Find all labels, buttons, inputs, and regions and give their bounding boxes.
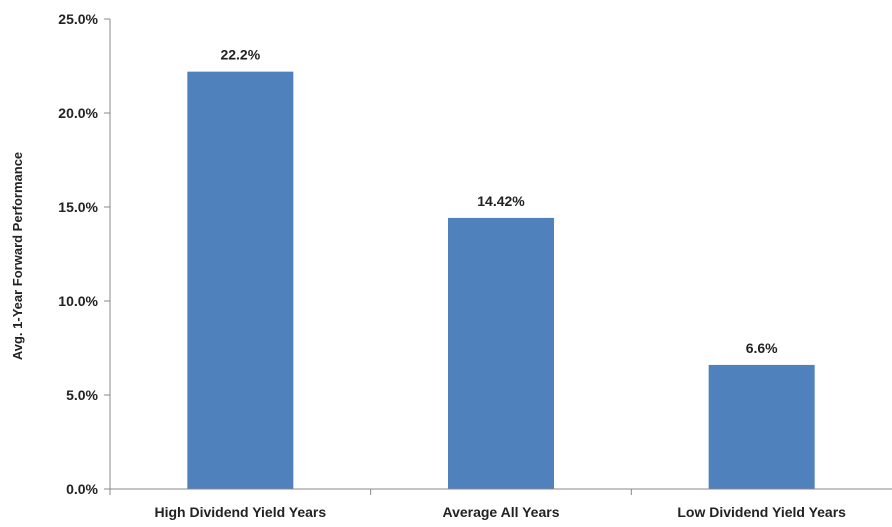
y-axis-ticks: 0.0% 5.0% 10.0% 15.0% 20.0% 25.0% xyxy=(58,11,111,497)
bars xyxy=(187,71,815,490)
bar xyxy=(448,217,554,490)
x-category-label: High Dividend Yield Years xyxy=(154,504,326,520)
x-category-label: Average All Years xyxy=(442,504,559,520)
bar xyxy=(708,364,815,489)
bar xyxy=(187,71,294,489)
y-tick-label: 5.0% xyxy=(66,387,98,403)
y-tick-label: 25.0% xyxy=(58,11,98,27)
bar-data-label: 22.2% xyxy=(220,47,260,63)
y-axis-title: Avg. 1-Year Forward Performance xyxy=(10,152,25,360)
y-axis-title-group: Avg. 1-Year Forward Performance xyxy=(10,152,25,360)
y-tick-label: 10.0% xyxy=(58,293,98,309)
bar-data-label: 14.42% xyxy=(477,193,525,209)
x-axis xyxy=(109,488,892,495)
y-tick-label: 15.0% xyxy=(58,199,98,215)
y-tick-label: 0.0% xyxy=(66,481,98,497)
x-axis-labels: High Dividend Yield Years Average All Yea… xyxy=(154,504,846,520)
y-tick-label: 20.0% xyxy=(58,105,98,121)
bar-data-label: 6.6% xyxy=(746,340,778,356)
data-labels: 22.2% 14.42% 6.6% xyxy=(220,47,778,356)
x-category-label: Low Dividend Yield Years xyxy=(677,504,846,520)
